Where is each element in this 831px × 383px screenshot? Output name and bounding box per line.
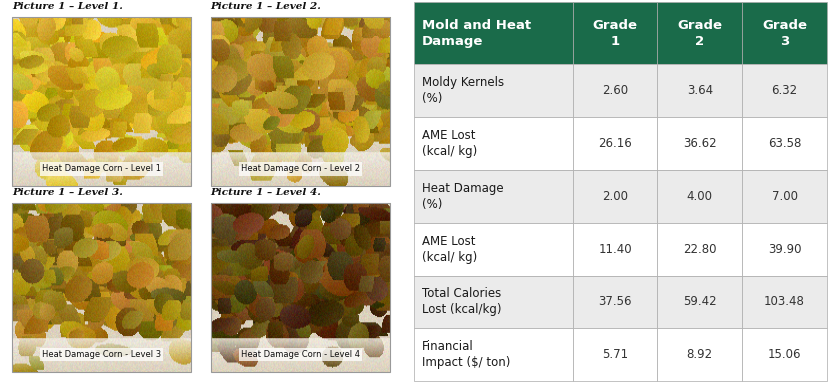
Bar xyxy=(12,17,191,186)
Text: 6.32: 6.32 xyxy=(771,84,798,97)
FancyBboxPatch shape xyxy=(742,64,827,117)
FancyBboxPatch shape xyxy=(573,223,657,275)
FancyBboxPatch shape xyxy=(573,328,657,381)
FancyBboxPatch shape xyxy=(657,64,742,117)
FancyBboxPatch shape xyxy=(414,328,573,381)
FancyBboxPatch shape xyxy=(742,328,827,381)
Text: 22.80: 22.80 xyxy=(683,243,716,256)
Text: 11.40: 11.40 xyxy=(598,243,632,256)
Text: Total Calories
Lost (kcal/kg): Total Calories Lost (kcal/kg) xyxy=(422,287,501,316)
Text: AME Lost
(kcal/ kg): AME Lost (kcal/ kg) xyxy=(422,235,477,264)
Text: 26.16: 26.16 xyxy=(598,137,632,150)
FancyBboxPatch shape xyxy=(414,223,573,275)
Text: 63.58: 63.58 xyxy=(768,137,801,150)
Text: Heat Damage Corn - Level 2: Heat Damage Corn - Level 2 xyxy=(241,164,360,173)
FancyBboxPatch shape xyxy=(414,170,573,223)
FancyBboxPatch shape xyxy=(414,275,573,328)
FancyBboxPatch shape xyxy=(657,170,742,223)
Text: Grade
1: Grade 1 xyxy=(593,19,637,48)
Text: 59.42: 59.42 xyxy=(683,295,716,308)
Text: 4.00: 4.00 xyxy=(686,190,713,203)
FancyBboxPatch shape xyxy=(742,275,827,328)
FancyBboxPatch shape xyxy=(657,223,742,275)
Bar xyxy=(12,203,191,372)
FancyBboxPatch shape xyxy=(742,2,827,64)
Text: Heat Damage Corn - Level 4: Heat Damage Corn - Level 4 xyxy=(241,350,360,359)
FancyBboxPatch shape xyxy=(742,117,827,170)
Text: Heat Damage Corn - Level 1: Heat Damage Corn - Level 1 xyxy=(42,164,161,173)
Text: Heat Damage Corn - Level 3: Heat Damage Corn - Level 3 xyxy=(42,350,161,359)
Text: Picture 1 – Level 3.: Picture 1 – Level 3. xyxy=(12,188,123,197)
Text: 37.56: 37.56 xyxy=(598,295,632,308)
Text: Heat Damage
(%): Heat Damage (%) xyxy=(422,182,504,211)
Text: 36.62: 36.62 xyxy=(683,137,716,150)
Text: Grade
2: Grade 2 xyxy=(677,19,722,48)
Text: 3.64: 3.64 xyxy=(686,84,713,97)
Text: 39.90: 39.90 xyxy=(768,243,801,256)
FancyBboxPatch shape xyxy=(414,117,573,170)
Bar xyxy=(211,17,390,186)
FancyBboxPatch shape xyxy=(657,117,742,170)
Text: Grade
3: Grade 3 xyxy=(762,19,807,48)
FancyBboxPatch shape xyxy=(657,2,742,64)
Text: 8.92: 8.92 xyxy=(686,348,713,361)
FancyBboxPatch shape xyxy=(573,275,657,328)
Text: Financial
Impact ($/ ton): Financial Impact ($/ ton) xyxy=(422,340,510,369)
FancyBboxPatch shape xyxy=(573,64,657,117)
Text: 103.48: 103.48 xyxy=(764,295,805,308)
Text: 2.60: 2.60 xyxy=(602,84,628,97)
FancyBboxPatch shape xyxy=(657,275,742,328)
Text: Picture 1 – Level 1.: Picture 1 – Level 1. xyxy=(12,2,123,11)
FancyBboxPatch shape xyxy=(573,2,657,64)
Text: 2.00: 2.00 xyxy=(602,190,628,203)
FancyBboxPatch shape xyxy=(573,170,657,223)
Text: 15.06: 15.06 xyxy=(768,348,801,361)
Text: 7.00: 7.00 xyxy=(771,190,798,203)
FancyBboxPatch shape xyxy=(742,223,827,275)
Text: Picture 1 – Level 4.: Picture 1 – Level 4. xyxy=(211,188,322,197)
FancyBboxPatch shape xyxy=(742,170,827,223)
Bar xyxy=(211,203,390,372)
FancyBboxPatch shape xyxy=(414,2,573,64)
Text: Moldy Kernels
(%): Moldy Kernels (%) xyxy=(422,76,504,105)
FancyBboxPatch shape xyxy=(573,117,657,170)
FancyBboxPatch shape xyxy=(414,64,573,117)
Text: AME Lost
(kcal/ kg): AME Lost (kcal/ kg) xyxy=(422,129,477,158)
Text: Mold and Heat
Damage: Mold and Heat Damage xyxy=(422,19,531,48)
Text: Picture 1 – Level 2.: Picture 1 – Level 2. xyxy=(211,2,322,11)
Text: 5.71: 5.71 xyxy=(602,348,628,361)
FancyBboxPatch shape xyxy=(657,328,742,381)
